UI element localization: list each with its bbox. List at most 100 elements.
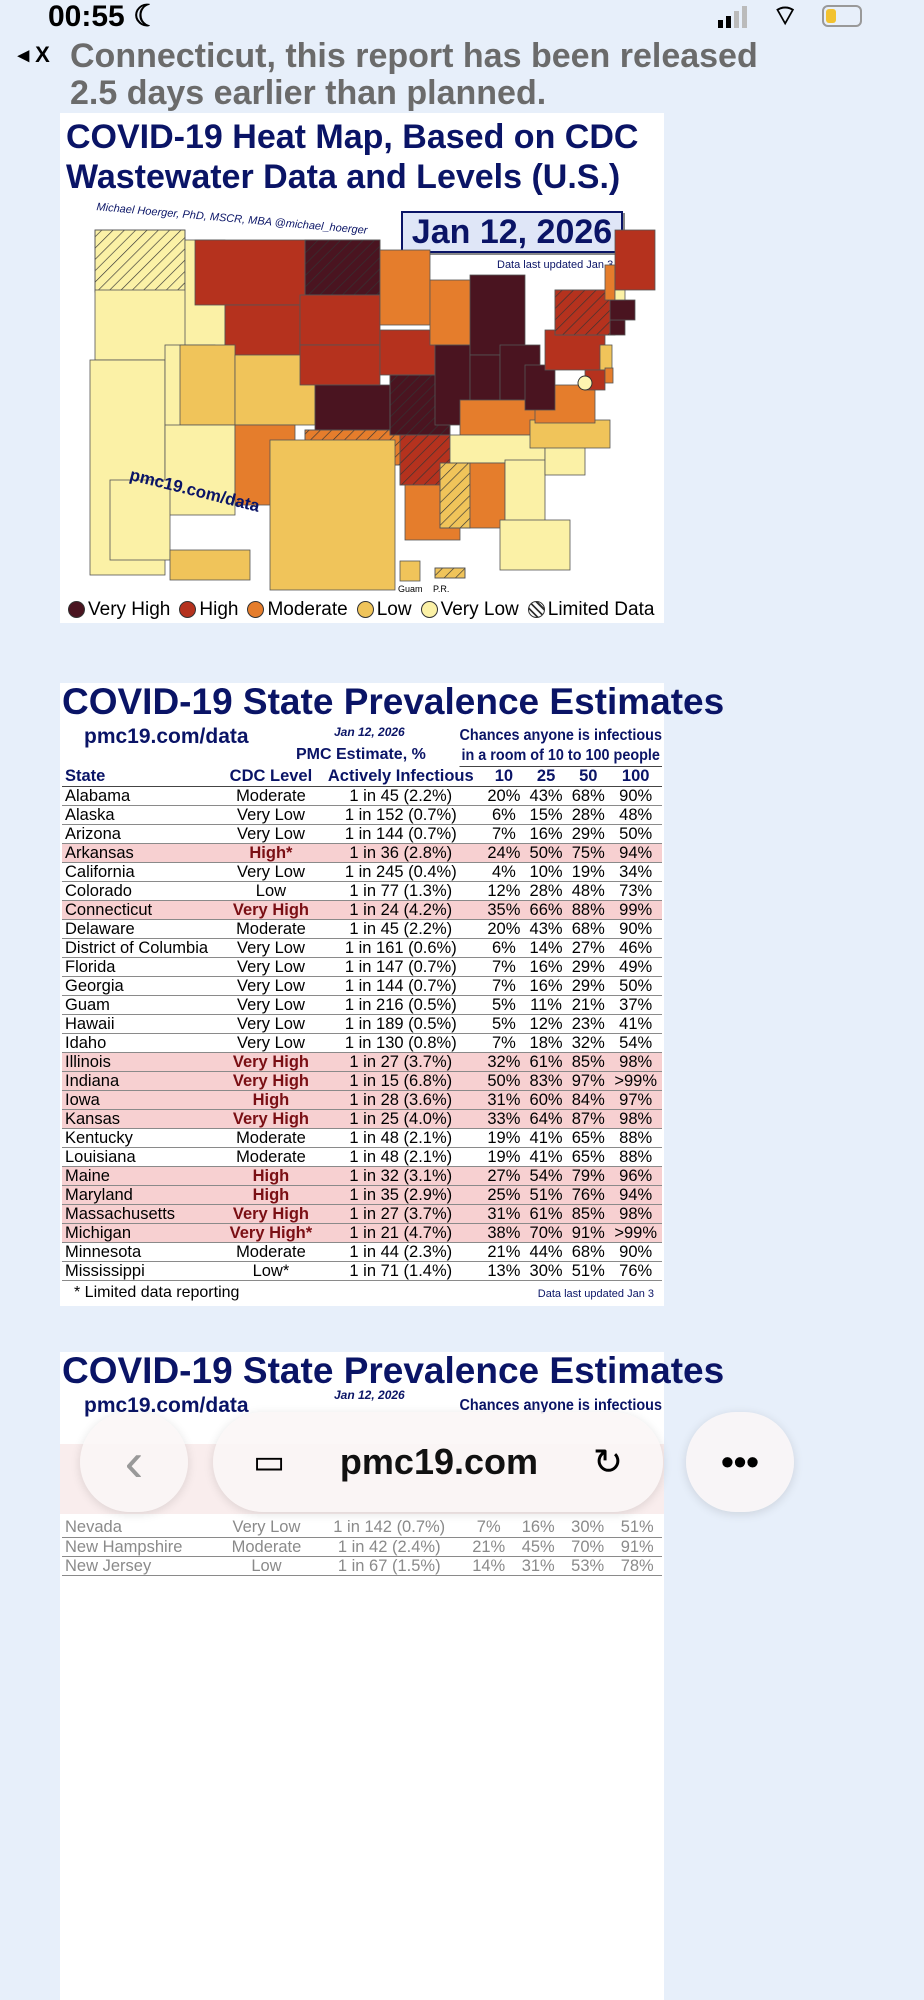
table-cell: 68% — [567, 786, 610, 806]
table-cell: 41% — [609, 1014, 662, 1034]
table-cell: Alabama — [62, 786, 224, 806]
table-cell: 7% — [482, 1033, 525, 1053]
table-row: Guam Very Low 1 in 216 (0.5%) 5% 11% 21% 37% — [62, 995, 662, 1015]
table-row: Colorado Low 1 in 77 (1.3%) 12% 28% 48% 73% — [62, 881, 662, 901]
more-icon: ••• — [721, 1441, 759, 1482]
table-cell: 15% — [524, 805, 568, 825]
pmc-header: PMC Estimate, % — [296, 746, 426, 763]
state-ks — [314, 384, 396, 431]
table-cell: Connecticut — [62, 900, 224, 920]
table-cell: Illinois — [62, 1052, 224, 1072]
table-cell: 19% — [567, 862, 610, 882]
table-cell: 43% — [524, 786, 568, 806]
table-cell: Very Low — [223, 1033, 319, 1053]
table-cell: Louisiana — [62, 1147, 224, 1167]
table-cell: 1 in 144 (0.7%) — [318, 976, 483, 996]
map-legend: Very High High Moderate Low Very Low Limited … — [68, 599, 664, 621]
more-button[interactable]: ••• — [686, 1412, 794, 1512]
chances-line1: Chances anyone is infectious — [459, 727, 662, 744]
prevalence-table-2: Nevada Very Low 1 in 142 (0.7%) 7% 16% 30% 51%… — [62, 1518, 662, 1576]
table-cell: High — [223, 1166, 319, 1186]
table-cell: Delaware — [62, 919, 224, 939]
table-cell: 1 in 147 (0.7%) — [318, 957, 483, 977]
table-cell: 25% — [482, 1185, 525, 1205]
table-cell: 5% — [482, 995, 525, 1015]
table-row: Arkansas High* 1 in 36 (2.8%) 24% 50% 75% 94% — [62, 843, 662, 863]
table-cell: 61% — [524, 1204, 568, 1224]
state-pr-hatch — [434, 567, 466, 579]
table-cell: 94% — [609, 1185, 662, 1205]
column-header: Actively Infectious — [318, 767, 483, 787]
legend-swatch — [420, 601, 438, 618]
table-cell: 1 in 152 (0.7%) — [318, 805, 483, 825]
table-cell: Moderate — [218, 1537, 315, 1557]
table-cell: 11% — [524, 995, 568, 1015]
url-text: pmc19.com — [339, 1441, 539, 1482]
state-mi — [469, 274, 526, 356]
table-cell: 7% — [463, 1518, 514, 1538]
legend-item: Moderate — [247, 599, 348, 621]
table-cell: 54% — [524, 1166, 568, 1186]
table-cell: 50% — [609, 824, 662, 844]
reader-icon[interactable]: ▭ — [253, 1443, 286, 1481]
table-cell: 41% — [524, 1147, 568, 1167]
table-row: Michigan Very High* 1 in 21 (4.7%) 38% 70% 91… — [62, 1223, 662, 1243]
table-cell: Hawaii — [62, 1014, 224, 1034]
pr-label: P.R. — [433, 584, 450, 594]
table-row: District of Columbia Very Low 1 in 161 (0.… — [62, 938, 662, 958]
table-row: Minnesota Moderate 1 in 44 (2.3%) 21% 44% 68%… — [62, 1242, 662, 1262]
heat-map-card: COVID-19 Heat Map, Based on CDC Wastewat… — [60, 113, 664, 623]
reload-icon[interactable]: ↻ — [592, 1441, 623, 1482]
table-row: Mississippi Low* 1 in 71 (1.4%) 13% 30% 51% 76… — [62, 1261, 662, 1281]
table-cell: 75% — [567, 843, 610, 863]
table-cell: Moderate — [223, 1147, 319, 1167]
table-row: Indiana Very High 1 in 15 (6.8%) 50% 83% 97% >… — [62, 1071, 662, 1091]
table-cell: 1 in 25 (4.0%) — [318, 1109, 483, 1129]
table-cell: Moderate — [223, 786, 319, 806]
table-cell: 1 in 71 (1.4%) — [318, 1261, 483, 1281]
table-cell: Colorado — [62, 881, 224, 901]
table-cell: 1 in 161 (0.6%) — [318, 938, 483, 958]
table-cell: 31% — [513, 1556, 563, 1576]
table-row: Alabama Moderate 1 in 45 (2.2%) 20% 43% 68% 90… — [62, 786, 662, 806]
table-cell: 1 in 44 (2.3%) — [318, 1242, 483, 1262]
state-tx — [269, 439, 396, 591]
table-cell: 68% — [567, 1242, 610, 1262]
table-title: COVID-19 State Prevalence Estimates — [62, 681, 725, 722]
legend-item: High — [179, 599, 238, 621]
chevron-left-icon: ‹ — [124, 1430, 144, 1493]
table-cell: Florida — [62, 957, 224, 977]
table-cell: 29% — [567, 976, 610, 996]
legend-item: Very Low — [420, 599, 519, 621]
status-time: 00:55 ☾ — [48, 0, 160, 34]
table-cell: 5% — [482, 1014, 525, 1034]
state-ak — [109, 479, 171, 561]
table-row: Illinois Very High 1 in 27 (3.7%) 32% 61% 85%… — [62, 1052, 662, 1072]
table-cell: 1 in 45 (2.2%) — [318, 786, 483, 806]
table-cell: 79% — [567, 1166, 610, 1186]
prevalence-table: State CDC Level Actively Infectious 10 25 50 1… — [62, 767, 662, 1281]
table-row: Nevada Very Low 1 in 142 (0.7%) 7% 16% 30% 51% — [62, 1518, 662, 1538]
table-cell: 1 in 48 (2.1%) — [318, 1147, 483, 1167]
back-to-app-button[interactable]: ◂ X — [18, 42, 50, 67]
column-header: State — [62, 767, 224, 787]
table-cell: 21% — [482, 1242, 525, 1262]
legend-item: Very High — [68, 599, 170, 621]
state-de — [604, 367, 614, 384]
table-cell: 78% — [612, 1556, 662, 1576]
table-cell: 46% — [609, 938, 662, 958]
table-cell: 16% — [524, 957, 568, 977]
ghost-text-line2: 2.5 days earlier than planned. — [70, 74, 547, 112]
table-cell: 1 in 32 (3.1%) — [318, 1166, 483, 1186]
state-ms-hatch — [439, 462, 471, 529]
table-cell: Maine — [62, 1166, 224, 1186]
back-button[interactable]: ‹ — [80, 1412, 188, 1512]
table-cell: 1 in 189 (0.5%) — [318, 1014, 483, 1034]
table-cell: 1 in 216 (0.5%) — [318, 995, 483, 1015]
table-row: Louisiana Moderate 1 in 48 (2.1%) 19% 41% 65%… — [62, 1147, 662, 1167]
table-cell: 99% — [609, 900, 662, 920]
legend-swatch — [247, 601, 265, 618]
address-bar[interactable]: ▭ pmc19.com ↻ — [213, 1412, 663, 1512]
column-header: 25 — [524, 767, 568, 787]
table-cell: 20% — [482, 786, 525, 806]
